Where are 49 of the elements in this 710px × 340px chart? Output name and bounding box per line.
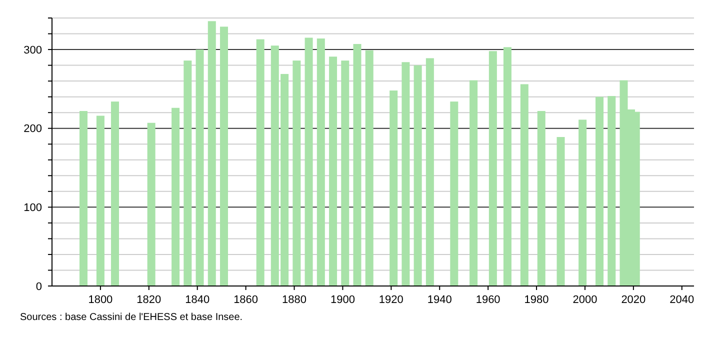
bar [390, 90, 398, 286]
bar [426, 58, 434, 286]
y-tick-label: 0 [36, 280, 42, 293]
y-tick-label: 200 [24, 123, 42, 136]
bar [79, 111, 88, 286]
x-tick-label: 1860 [234, 294, 258, 306]
bar [578, 120, 587, 286]
source-note: Sources : base Cassini de l'EHESS et base Insee. [20, 312, 243, 323]
bar [353, 44, 362, 286]
x-tick-label: 2000 [572, 294, 598, 306]
bar [96, 116, 104, 286]
x-tick-label: 2020 [621, 294, 646, 306]
bar [414, 65, 422, 286]
x-tick-label: 1900 [330, 294, 355, 306]
bar [329, 56, 338, 286]
bar [402, 62, 410, 286]
bar [304, 38, 313, 286]
bar [110, 102, 119, 286]
bar [220, 26, 228, 286]
x-tick-label: 2040 [670, 294, 694, 306]
bar [450, 102, 458, 286]
bar [172, 108, 180, 286]
bar [316, 38, 325, 286]
bar [196, 50, 204, 286]
x-tick-label: 1820 [136, 294, 162, 306]
y-tick-label: 100 [24, 202, 42, 214]
x-tick-label: 1800 [88, 294, 113, 306]
bar [556, 137, 565, 286]
bar [208, 21, 216, 286]
x-tick-label: 1840 [185, 294, 210, 306]
bar [365, 50, 374, 286]
bar [488, 51, 497, 286]
bar [147, 122, 156, 286]
bar [470, 80, 478, 286]
x-tick-label: 1880 [282, 294, 307, 306]
bar [537, 111, 546, 286]
x-tick-label: 1980 [524, 294, 549, 306]
bar [256, 39, 264, 286]
bar [184, 60, 192, 286]
bar [520, 84, 528, 286]
y-tick-label: 300 [24, 44, 42, 56]
bar [596, 96, 604, 286]
x-tick-label: 1960 [476, 294, 500, 306]
bar [292, 60, 301, 286]
x-tick-label: 1920 [378, 294, 404, 306]
bar [608, 96, 616, 286]
bar [503, 47, 512, 286]
bar [341, 60, 350, 286]
x-tick-label: 1940 [427, 294, 452, 306]
